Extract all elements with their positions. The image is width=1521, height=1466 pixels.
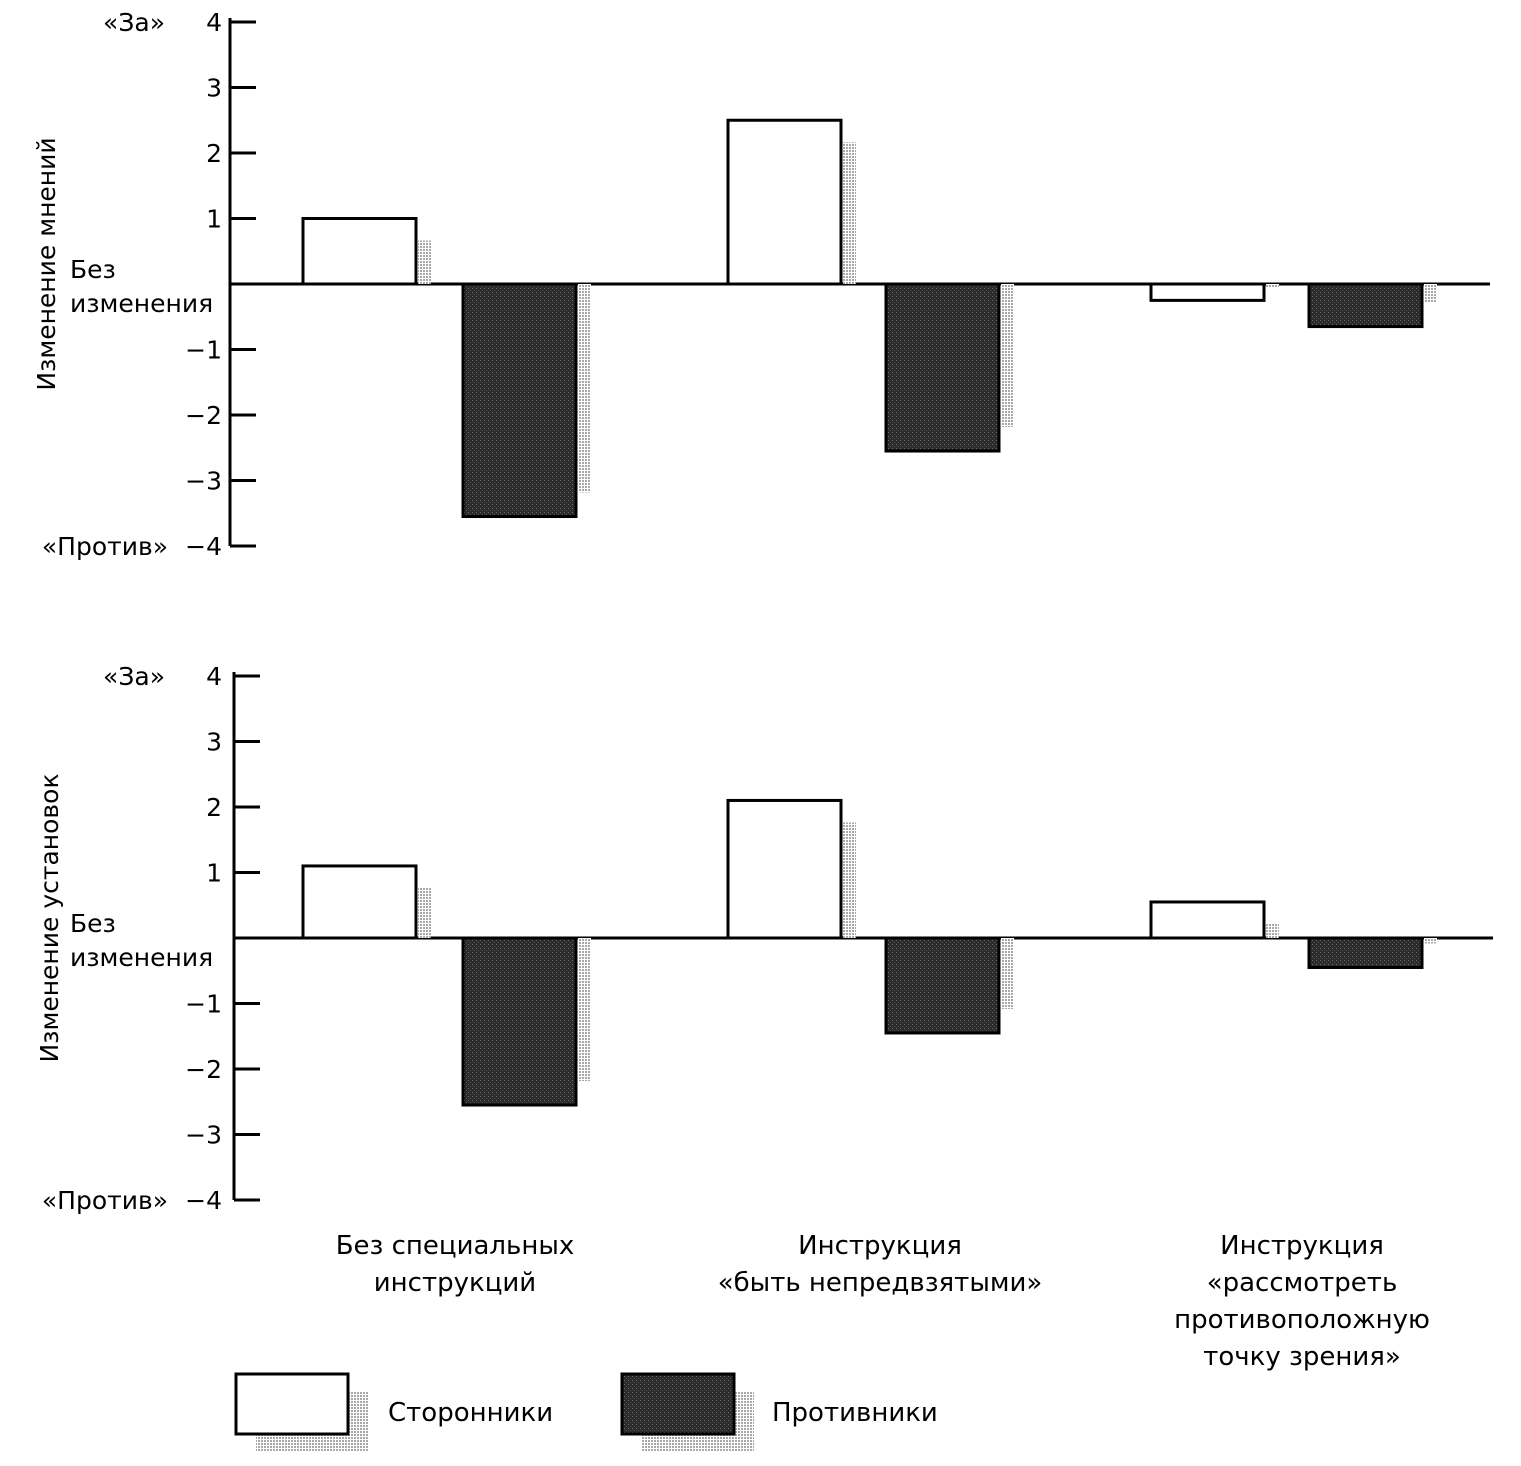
category-label: Инструкция bbox=[798, 1231, 962, 1261]
bar-shadow bbox=[843, 822, 856, 938]
bar-shadow bbox=[578, 284, 591, 493]
chart-panel-1: «За» 4 3 2 1 Без изменения −1 −2 −3 «Против» −4 Изме… bbox=[32, 8, 1490, 561]
y-tick-label: −1 bbox=[185, 336, 222, 365]
legend-label-supporters: Сторонники bbox=[388, 1398, 553, 1428]
bar-opponents bbox=[461, 282, 578, 519]
y-tick-label: 1 bbox=[206, 205, 222, 234]
bar-shadow bbox=[843, 142, 856, 284]
bar-shadow bbox=[1266, 284, 1279, 288]
y-tick-label: Без bbox=[70, 255, 116, 284]
bar-opponents bbox=[1307, 936, 1424, 969]
y-tick-label: «За» bbox=[103, 8, 165, 37]
bar-supporters bbox=[301, 864, 418, 940]
y-axis-label: Изменение мнений bbox=[32, 137, 61, 390]
category-label: инструкций bbox=[374, 1268, 536, 1298]
bar-opponents bbox=[461, 936, 578, 1107]
category-label: точку зрения» bbox=[1203, 1342, 1401, 1372]
y-axis-label: Изменение установок bbox=[35, 773, 64, 1062]
y-tick-label: 1 bbox=[206, 859, 222, 888]
chart-panel-2: «За» 4 3 2 1 Без изменения −1 −2 −3 «Против» −4 Изме… bbox=[35, 662, 1493, 1215]
category-label: Без специальных bbox=[336, 1231, 575, 1261]
y-tick-label: −4 bbox=[185, 532, 222, 561]
category-label: «рассмотреть bbox=[1207, 1268, 1398, 1298]
legend-label-opponents: Противники bbox=[772, 1398, 938, 1428]
legend-swatch-opponents bbox=[620, 1372, 736, 1436]
y-tick-label: изменения bbox=[70, 289, 213, 318]
bar-supporters bbox=[726, 118, 843, 286]
y-tick-label: 4 bbox=[206, 662, 222, 691]
y-tick-label: «Против» bbox=[42, 532, 168, 561]
bar-shadow bbox=[1424, 938, 1437, 944]
y-tick-label: «За» bbox=[103, 662, 165, 691]
legend-swatch-supporters bbox=[234, 1372, 350, 1436]
category-label: «быть непредвзятыми» bbox=[718, 1268, 1043, 1298]
y-tick-label: −2 bbox=[185, 401, 222, 430]
y-tick-label: 2 bbox=[206, 139, 222, 168]
bar-shadow bbox=[1001, 938, 1014, 1009]
y-tick-label: −2 bbox=[185, 1055, 222, 1084]
category-label: Инструкция bbox=[1220, 1231, 1384, 1261]
bar-shadow bbox=[578, 938, 591, 1082]
y-tick-label: 4 bbox=[206, 8, 222, 37]
bar-opponents bbox=[884, 282, 1001, 453]
bar-supporters bbox=[1149, 900, 1266, 940]
y-tick-label: 2 bbox=[206, 793, 222, 822]
bar-shadow bbox=[1424, 284, 1437, 303]
bar-shadow bbox=[418, 887, 431, 938]
y-tick-label: −3 bbox=[185, 467, 222, 496]
bar-supporters bbox=[301, 217, 418, 286]
bar-opponents bbox=[884, 936, 1001, 1035]
y-tick-label: −3 bbox=[185, 1121, 222, 1150]
bar-shadow bbox=[418, 240, 431, 284]
bar-supporters bbox=[726, 798, 843, 940]
bar-shadow bbox=[1266, 923, 1279, 938]
y-tick-label: −4 bbox=[185, 1186, 222, 1215]
y-tick-label: «Против» bbox=[42, 1186, 168, 1215]
bar-supporters bbox=[1149, 282, 1266, 302]
y-tick-label: Без bbox=[70, 909, 116, 938]
y-tick-label: 3 bbox=[206, 728, 222, 757]
y-tick-label: 3 bbox=[206, 74, 222, 103]
y-tick-label: −1 bbox=[185, 990, 222, 1019]
bar-shadow bbox=[1001, 284, 1014, 428]
bar-opponents bbox=[1307, 282, 1424, 329]
category-label: противоположную bbox=[1174, 1305, 1430, 1335]
y-tick-label: изменения bbox=[70, 943, 213, 972]
